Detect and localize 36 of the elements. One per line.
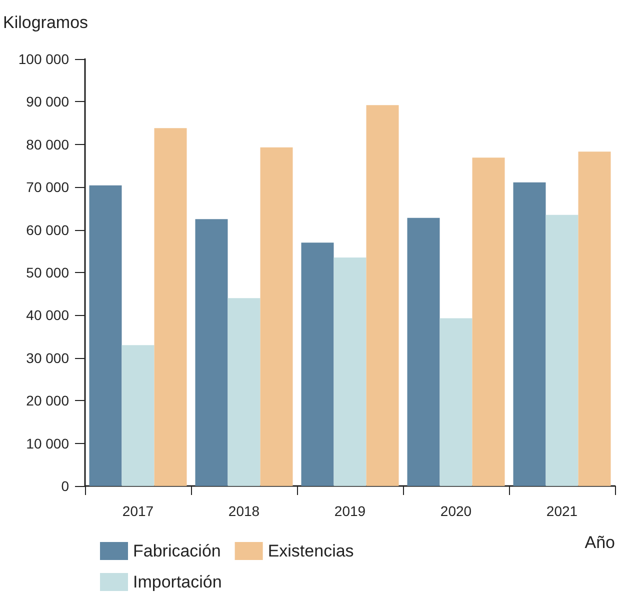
legend-label: Fabricación bbox=[133, 542, 221, 560]
bar bbox=[89, 185, 122, 486]
x-tick-label: 2017 bbox=[122, 503, 154, 519]
legend-label: Importación bbox=[133, 572, 222, 592]
bar bbox=[407, 218, 440, 486]
y-tick-label: 0 bbox=[61, 478, 70, 494]
x-tick-label: 2018 bbox=[228, 503, 260, 519]
x-tick-label: 2019 bbox=[334, 503, 366, 519]
bar bbox=[260, 147, 293, 486]
y-axis-title: Kilogramos bbox=[3, 13, 88, 32]
y-tick-label: 10 000 bbox=[26, 435, 70, 452]
x-axis-title: Año bbox=[584, 533, 615, 552]
bar bbox=[228, 298, 260, 486]
y-tick-label: 40 000 bbox=[26, 307, 70, 324]
legend-label: Existencias bbox=[268, 542, 354, 560]
bar bbox=[513, 182, 546, 486]
bar bbox=[546, 214, 578, 486]
bar bbox=[122, 345, 154, 486]
y-tick-label: 100 000 bbox=[18, 51, 70, 67]
bar bbox=[366, 105, 399, 486]
bar bbox=[578, 152, 611, 486]
y-tick-label: 30 000 bbox=[26, 350, 70, 366]
bar bbox=[472, 158, 505, 486]
y-tick-label: 90 000 bbox=[26, 94, 70, 110]
y-tick-label: 80 000 bbox=[26, 136, 70, 152]
x-tick-label: 2021 bbox=[546, 503, 578, 519]
y-tick-label: 20 000 bbox=[26, 392, 70, 409]
bar bbox=[301, 242, 334, 486]
bar bbox=[334, 258, 366, 486]
bar bbox=[440, 318, 472, 486]
y-tick-label: 70 000 bbox=[26, 179, 70, 196]
bar bbox=[154, 128, 187, 486]
y-tick-label: 50 000 bbox=[26, 264, 70, 280]
bar bbox=[195, 219, 228, 486]
y-tick-label: 60 000 bbox=[26, 222, 70, 238]
x-tick-label: 2020 bbox=[440, 503, 472, 519]
